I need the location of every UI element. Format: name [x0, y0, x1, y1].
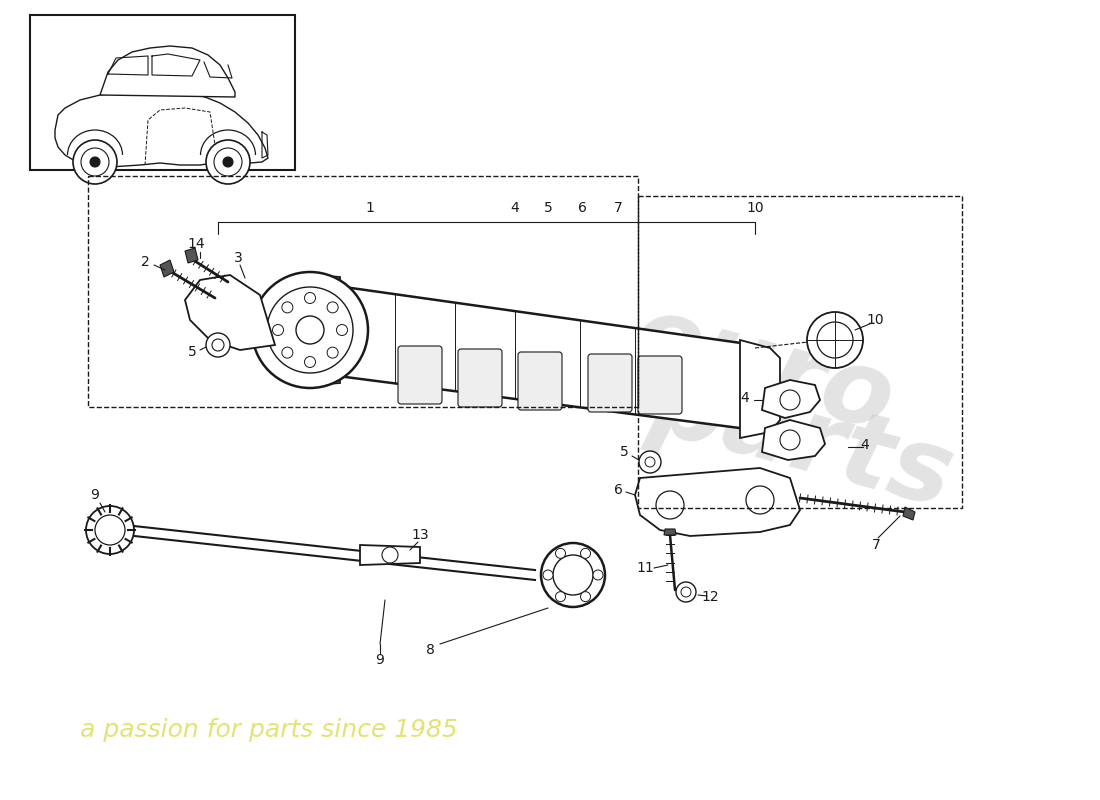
Text: 8: 8: [426, 643, 434, 657]
Polygon shape: [360, 545, 420, 565]
FancyBboxPatch shape: [518, 352, 562, 410]
Circle shape: [305, 293, 316, 303]
Text: parts: parts: [640, 351, 964, 529]
Text: 2: 2: [141, 255, 150, 269]
Text: 6: 6: [578, 201, 586, 215]
Circle shape: [90, 157, 100, 167]
Polygon shape: [740, 340, 780, 438]
Polygon shape: [315, 275, 340, 385]
Text: 4: 4: [510, 201, 519, 215]
Circle shape: [305, 357, 316, 367]
Circle shape: [593, 570, 603, 580]
Circle shape: [327, 347, 338, 358]
Circle shape: [780, 430, 800, 450]
Text: 14: 14: [187, 237, 205, 251]
Circle shape: [282, 302, 293, 313]
Text: 11: 11: [636, 561, 653, 575]
Bar: [638, 196, 962, 508]
Polygon shape: [185, 248, 198, 263]
Circle shape: [656, 491, 684, 519]
Text: 10: 10: [866, 313, 883, 327]
Text: 9: 9: [90, 488, 99, 502]
Text: 10: 10: [746, 201, 763, 215]
Text: 3: 3: [233, 251, 242, 265]
Text: 4: 4: [740, 391, 749, 405]
Circle shape: [81, 148, 109, 176]
Circle shape: [681, 587, 691, 597]
Polygon shape: [330, 285, 755, 430]
Circle shape: [267, 287, 353, 373]
Circle shape: [273, 325, 284, 335]
Circle shape: [206, 333, 230, 357]
Circle shape: [556, 548, 565, 558]
Polygon shape: [762, 380, 820, 418]
Circle shape: [817, 322, 852, 358]
Circle shape: [676, 582, 696, 602]
Text: 9: 9: [375, 653, 384, 667]
Circle shape: [73, 140, 117, 184]
Bar: [30, 15, 295, 170]
Circle shape: [95, 515, 125, 545]
Polygon shape: [664, 529, 676, 535]
FancyBboxPatch shape: [398, 346, 442, 404]
Circle shape: [807, 312, 864, 368]
Text: 4: 4: [860, 438, 869, 452]
Circle shape: [337, 325, 348, 335]
Circle shape: [206, 140, 250, 184]
FancyBboxPatch shape: [458, 349, 502, 407]
Circle shape: [223, 157, 233, 167]
Bar: [88, 176, 638, 407]
Text: 5: 5: [543, 201, 552, 215]
Text: 13: 13: [411, 528, 429, 542]
Circle shape: [553, 555, 593, 595]
Polygon shape: [903, 507, 915, 520]
Circle shape: [581, 592, 591, 602]
Polygon shape: [55, 91, 268, 167]
Circle shape: [556, 592, 565, 602]
Circle shape: [639, 451, 661, 473]
Circle shape: [746, 486, 774, 514]
Text: 1: 1: [365, 201, 374, 215]
Circle shape: [282, 347, 293, 358]
Text: euro: euro: [620, 286, 904, 454]
Circle shape: [327, 302, 338, 313]
Circle shape: [780, 390, 800, 410]
Text: 7: 7: [614, 201, 623, 215]
Circle shape: [296, 316, 324, 344]
Polygon shape: [185, 275, 275, 350]
Circle shape: [581, 548, 591, 558]
Text: 12: 12: [701, 590, 718, 604]
Circle shape: [86, 506, 134, 554]
FancyBboxPatch shape: [638, 356, 682, 414]
Circle shape: [382, 547, 398, 563]
Circle shape: [252, 272, 368, 388]
Polygon shape: [762, 420, 825, 460]
Circle shape: [541, 543, 605, 607]
Circle shape: [212, 339, 224, 351]
Circle shape: [214, 148, 242, 176]
Polygon shape: [100, 46, 235, 97]
Text: 7: 7: [871, 538, 880, 552]
Text: 5: 5: [619, 445, 628, 459]
Circle shape: [543, 570, 553, 580]
Circle shape: [645, 457, 654, 467]
FancyBboxPatch shape: [588, 354, 632, 412]
Text: a passion for parts since 1985: a passion for parts since 1985: [80, 718, 458, 742]
Text: 6: 6: [614, 483, 623, 497]
Polygon shape: [160, 260, 174, 277]
Text: 5: 5: [188, 345, 197, 359]
Polygon shape: [635, 468, 800, 536]
